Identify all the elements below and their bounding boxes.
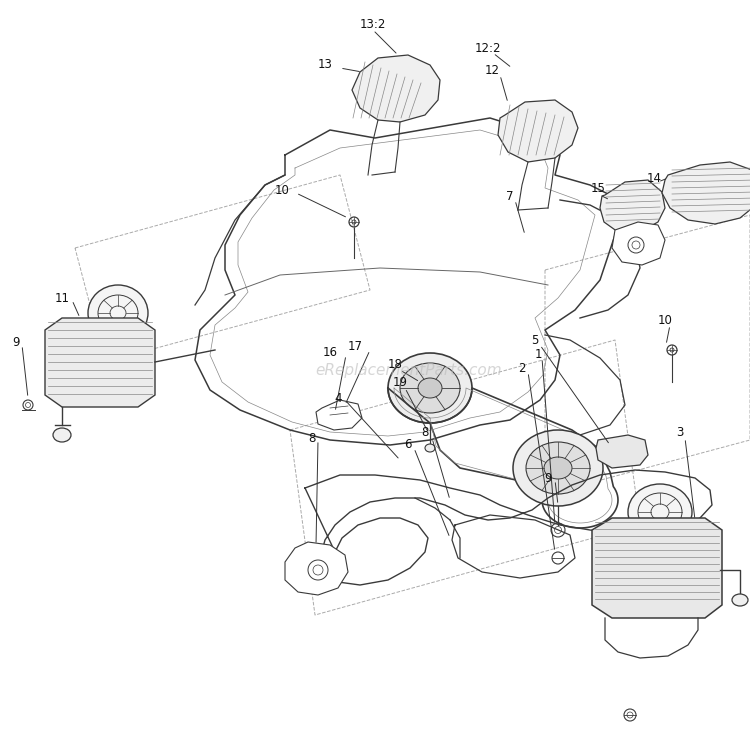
Text: 13:2: 13:2 xyxy=(360,19,386,31)
Ellipse shape xyxy=(513,430,603,506)
Polygon shape xyxy=(592,518,722,618)
Text: 17: 17 xyxy=(347,339,362,353)
Ellipse shape xyxy=(418,378,442,398)
Polygon shape xyxy=(498,100,578,162)
Polygon shape xyxy=(352,55,440,122)
Text: 9: 9 xyxy=(544,472,552,485)
Text: 3: 3 xyxy=(676,425,684,438)
Polygon shape xyxy=(662,162,750,224)
Polygon shape xyxy=(596,435,648,468)
Polygon shape xyxy=(600,180,665,232)
Text: 10: 10 xyxy=(274,184,290,196)
Ellipse shape xyxy=(388,353,472,423)
Ellipse shape xyxy=(400,363,460,413)
Text: 6: 6 xyxy=(404,438,412,452)
Ellipse shape xyxy=(88,285,148,341)
Text: 12:2: 12:2 xyxy=(475,41,501,55)
Text: 14: 14 xyxy=(646,172,662,184)
Ellipse shape xyxy=(544,457,572,479)
Polygon shape xyxy=(316,400,362,430)
Text: 11: 11 xyxy=(55,291,70,305)
Text: 10: 10 xyxy=(658,314,673,327)
Text: 16: 16 xyxy=(322,345,338,359)
Text: 15: 15 xyxy=(590,181,605,195)
Text: 13: 13 xyxy=(317,58,332,71)
Ellipse shape xyxy=(628,484,692,540)
Text: 2: 2 xyxy=(518,362,526,374)
Text: 12: 12 xyxy=(484,64,500,76)
Text: 18: 18 xyxy=(388,359,403,372)
Ellipse shape xyxy=(53,428,71,442)
Text: 1: 1 xyxy=(534,348,542,362)
Text: 19: 19 xyxy=(392,375,407,389)
Text: 9: 9 xyxy=(12,336,20,348)
Text: 5: 5 xyxy=(531,333,538,347)
Ellipse shape xyxy=(526,442,590,494)
Text: eReplacementParts.com: eReplacementParts.com xyxy=(315,363,502,377)
Text: 7: 7 xyxy=(506,189,514,202)
Ellipse shape xyxy=(732,594,748,606)
Polygon shape xyxy=(612,222,665,265)
Text: 8: 8 xyxy=(308,431,316,444)
Text: 8: 8 xyxy=(422,425,429,438)
Text: 4: 4 xyxy=(334,392,342,404)
Polygon shape xyxy=(45,318,155,407)
Ellipse shape xyxy=(425,444,435,452)
Polygon shape xyxy=(285,542,348,595)
